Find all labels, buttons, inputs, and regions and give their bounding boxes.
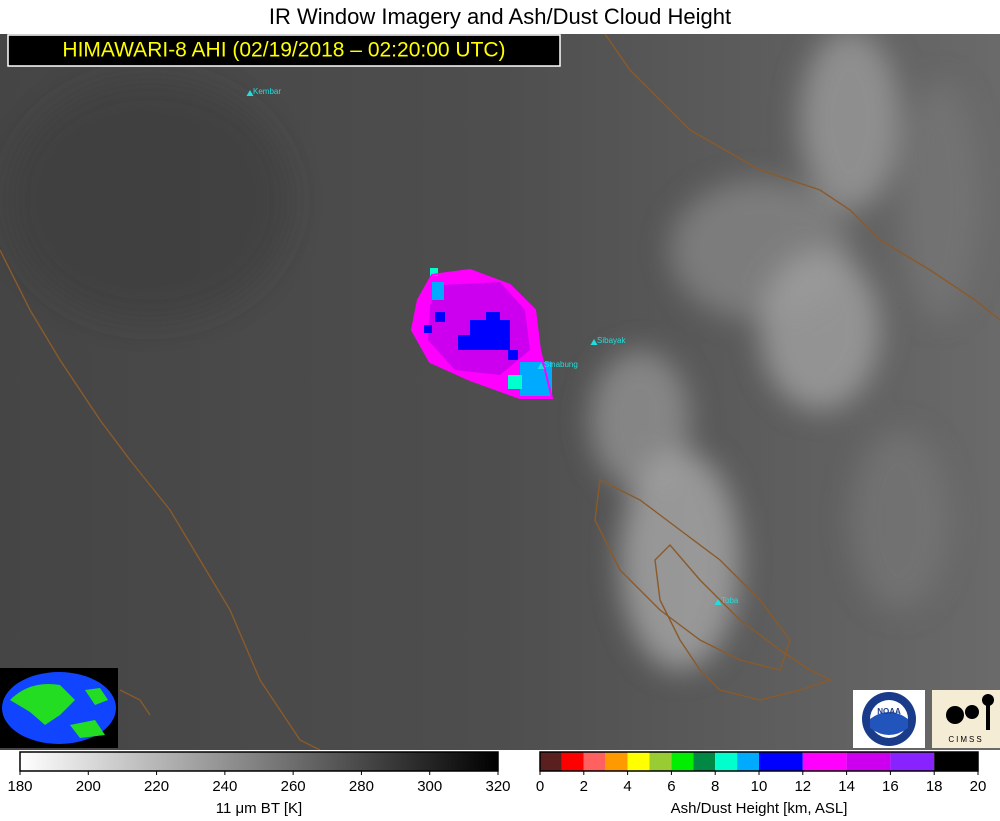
colorbar-gradient	[20, 752, 498, 771]
colorbar-segment	[627, 752, 650, 771]
colorbar-frame	[19, 751, 499, 772]
colorbar-segment	[802, 752, 847, 771]
clouds	[10, 34, 980, 670]
colorbar-tick-label: 6	[667, 778, 675, 795]
colorbar-tick-label: 320	[485, 778, 510, 795]
satellite-image: Kembar Sibayak Sinabung Toba	[0, 34, 1000, 750]
volcano-marker	[537, 363, 545, 369]
coastlines	[0, 34, 1000, 750]
volcano-label: Sibayak	[597, 336, 626, 345]
subtitle: HIMAWARI-8 AHI (02/19/2018 – 02:20:00 UT…	[62, 39, 505, 62]
noaa-text: NOAA	[877, 707, 901, 716]
colorbar-tick-label: 180	[7, 778, 32, 795]
colorbar-tick-label: 240	[212, 778, 237, 795]
colorbar-tick-label: 260	[281, 778, 306, 795]
colorbar-tick-label: 2	[580, 778, 588, 795]
colorbar-label: 11 μm BT [K]	[216, 800, 302, 817]
colorbar-tick-label: 8	[711, 778, 719, 795]
colorbar-tick-label: 14	[838, 778, 855, 795]
title: IR Window Imagery and Ash/Dust Cloud Hei…	[269, 4, 731, 29]
volcano-marker	[714, 599, 722, 605]
colorbar-tick-label: 10	[751, 778, 768, 795]
colorbar-tick-label: 16	[882, 778, 899, 795]
bt-colorbar: 180 200 220 240 260 280 300 320 11 μm BT [K]	[7, 751, 511, 817]
cimss-logo: CIMSS	[932, 690, 1000, 748]
colorbar-tick-label: 200	[76, 778, 101, 795]
volcano-marker	[246, 90, 254, 96]
colorbar-tick-label: 0	[536, 778, 544, 795]
ash-cloud	[410, 268, 554, 399]
colorbar-tick-label: 18	[926, 778, 943, 795]
colorbar-segment	[759, 752, 803, 771]
colorbar-tick-label: 12	[794, 778, 811, 795]
colorbar-segment	[715, 752, 738, 771]
colorbar-tick-label: 300	[417, 778, 442, 795]
volcano-label: Toba	[721, 596, 739, 605]
colorbar-segment	[561, 752, 584, 771]
colorbar-tick-label: 20	[970, 778, 987, 795]
colorbar-tick-label: 4	[623, 778, 631, 795]
colorbar-tick-label: 220	[144, 778, 169, 795]
colorbar-segment	[890, 752, 935, 771]
colorbar-segment	[605, 752, 628, 771]
ash-colorbar: 0 2 4 6 8 10 12 14 16 18 20 Ash/Dust Height [km, AS…	[536, 751, 987, 817]
volcano-label: Kembar	[253, 87, 281, 96]
colorbar-segment	[671, 752, 694, 771]
subtitle-box	[7, 34, 561, 67]
cimss-text: CIMSS	[948, 735, 983, 744]
colorbar-segment	[649, 752, 672, 771]
volcano-label: Sinabung	[544, 360, 578, 369]
noaa-logo: NOAA	[853, 690, 925, 748]
colorbar-segment	[540, 752, 562, 771]
colorbar-segment	[583, 752, 606, 771]
colorbar-tick-label: 280	[349, 778, 374, 795]
colorbar-segment	[737, 752, 759, 771]
colorbar-segment	[934, 752, 978, 771]
colorbar-segment	[693, 752, 716, 771]
globe-inset	[0, 668, 118, 748]
volcanoes: Kembar Sibayak Sinabung Toba	[246, 87, 739, 605]
colorbar-label: Ash/Dust Height [km, ASL]	[671, 800, 848, 817]
volcano-marker	[590, 339, 598, 345]
colorbar-segment	[846, 752, 891, 771]
